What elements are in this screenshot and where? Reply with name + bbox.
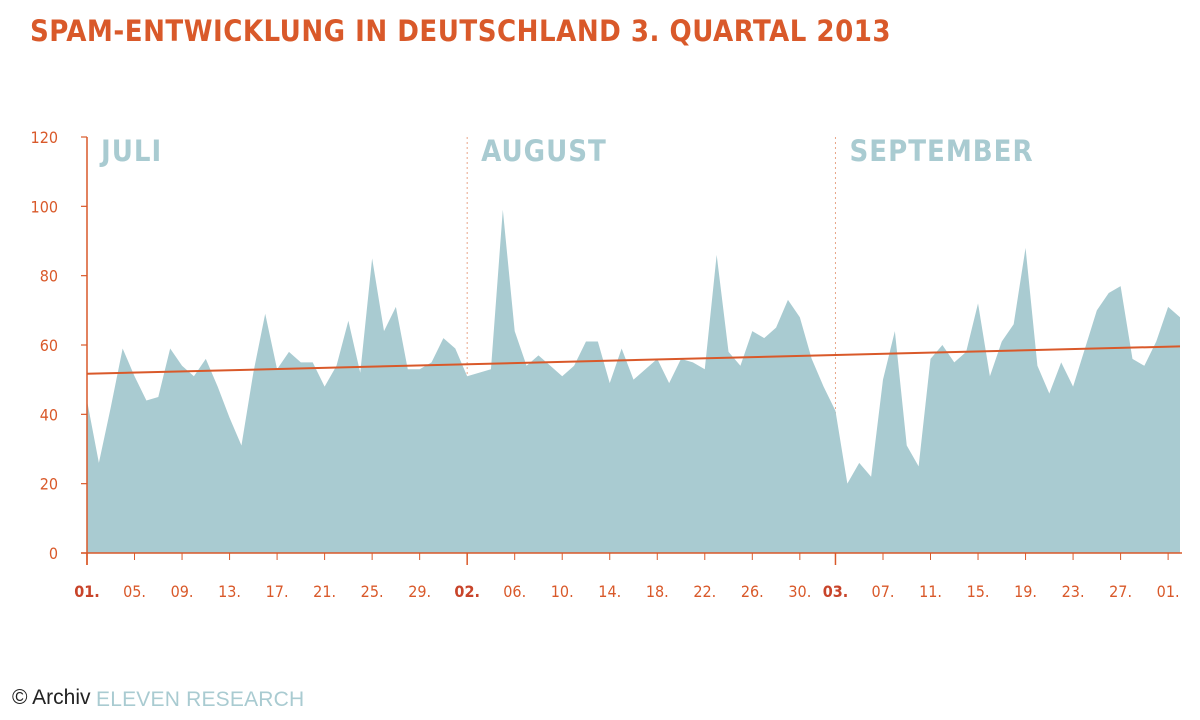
month-label: SEPTEMBER bbox=[849, 134, 1033, 168]
x-tick-label: 17. bbox=[266, 582, 289, 601]
x-tick-label: 26. bbox=[741, 582, 764, 601]
x-tick-label: 01. bbox=[74, 582, 100, 601]
y-tick-label: 40 bbox=[40, 405, 58, 424]
x-tick-label: 23. bbox=[1062, 582, 1085, 601]
y-axis-ticks: 0 20 40 60 80 100 120 bbox=[31, 128, 87, 563]
x-tick-label: 13. bbox=[218, 582, 241, 601]
source-label: ELEVEN RESEARCH bbox=[96, 688, 305, 711]
x-tick-label: 19. bbox=[1014, 582, 1037, 601]
y-tick-label: 20 bbox=[40, 475, 58, 494]
x-tick-label: 27. bbox=[1109, 582, 1132, 601]
month-labels: JULI AUGUST SEPTEMBER bbox=[99, 134, 1033, 168]
y-tick-label: 60 bbox=[40, 336, 58, 355]
x-tick-label: 11. bbox=[919, 582, 942, 601]
x-tick-label: 06. bbox=[503, 582, 526, 601]
x-tick-label: 30. bbox=[788, 582, 811, 601]
x-tick-label: 01. bbox=[1157, 582, 1180, 601]
spam-area bbox=[87, 209, 1180, 554]
x-tick-label: 07. bbox=[872, 582, 895, 601]
x-tick-label: 29. bbox=[408, 582, 431, 601]
axes bbox=[81, 137, 1182, 565]
x-tick-label: 15. bbox=[967, 582, 990, 601]
x-tick-label: 09. bbox=[171, 582, 194, 601]
x-tick-label: 03. bbox=[823, 582, 849, 601]
x-tick-label: 18. bbox=[646, 582, 669, 601]
x-tick-label: 25. bbox=[361, 582, 384, 601]
month-label: AUGUST bbox=[481, 134, 607, 168]
x-tick-label: 10. bbox=[551, 582, 574, 601]
trend-line bbox=[86, 345, 1181, 375]
y-tick-label: 80 bbox=[40, 267, 58, 286]
y-tick-label: 100 bbox=[31, 197, 58, 216]
chart-title: SPAM-ENTWICKLUNG IN DEUTSCHLAND 3. QUART… bbox=[30, 14, 892, 48]
x-tick-label: 05. bbox=[123, 582, 146, 601]
y-tick-label: 0 bbox=[49, 544, 58, 563]
image-credit: © Archiv bbox=[10, 686, 93, 710]
y-tick-label: 120 bbox=[31, 128, 58, 147]
x-tick-label: 14. bbox=[598, 582, 621, 601]
x-tick-label: 21. bbox=[313, 582, 336, 601]
x-axis-ticks: 01. 05. 09. 13. 17. 21. 25. 29. 02. 06. 10. 14. 18. 2… bbox=[74, 553, 1180, 601]
month-label: JULI bbox=[99, 134, 162, 168]
x-tick-label: 02. bbox=[454, 582, 480, 601]
x-tick-label: 22. bbox=[693, 582, 716, 601]
